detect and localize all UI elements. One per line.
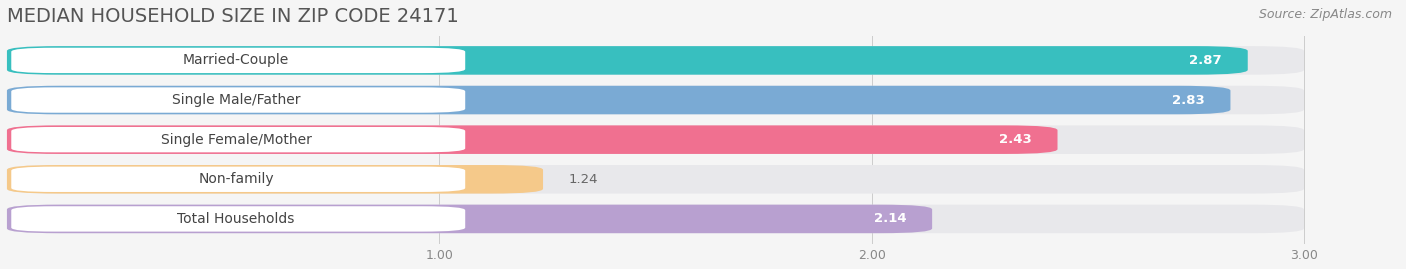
FancyBboxPatch shape bbox=[7, 125, 1303, 154]
FancyBboxPatch shape bbox=[7, 86, 1230, 114]
Text: MEDIAN HOUSEHOLD SIZE IN ZIP CODE 24171: MEDIAN HOUSEHOLD SIZE IN ZIP CODE 24171 bbox=[7, 7, 458, 26]
FancyBboxPatch shape bbox=[7, 125, 1057, 154]
FancyBboxPatch shape bbox=[7, 46, 1247, 75]
FancyBboxPatch shape bbox=[11, 48, 465, 73]
FancyBboxPatch shape bbox=[7, 86, 1303, 114]
Text: Single Female/Mother: Single Female/Mother bbox=[160, 133, 312, 147]
Text: 2.14: 2.14 bbox=[873, 213, 907, 225]
FancyBboxPatch shape bbox=[11, 127, 465, 152]
FancyBboxPatch shape bbox=[11, 206, 465, 232]
Text: Source: ZipAtlas.com: Source: ZipAtlas.com bbox=[1258, 8, 1392, 21]
Text: Single Male/Father: Single Male/Father bbox=[172, 93, 301, 107]
Text: Total Households: Total Households bbox=[177, 212, 295, 226]
Text: 2.43: 2.43 bbox=[998, 133, 1032, 146]
FancyBboxPatch shape bbox=[7, 205, 1303, 233]
FancyBboxPatch shape bbox=[7, 165, 1303, 194]
FancyBboxPatch shape bbox=[11, 87, 465, 113]
Text: 1.24: 1.24 bbox=[569, 173, 599, 186]
Text: Non-family: Non-family bbox=[198, 172, 274, 186]
Text: 2.83: 2.83 bbox=[1171, 94, 1205, 107]
FancyBboxPatch shape bbox=[7, 165, 543, 194]
FancyBboxPatch shape bbox=[7, 46, 1303, 75]
Text: 2.87: 2.87 bbox=[1189, 54, 1222, 67]
FancyBboxPatch shape bbox=[11, 167, 465, 192]
Text: Married-Couple: Married-Couple bbox=[183, 54, 290, 68]
FancyBboxPatch shape bbox=[7, 205, 932, 233]
